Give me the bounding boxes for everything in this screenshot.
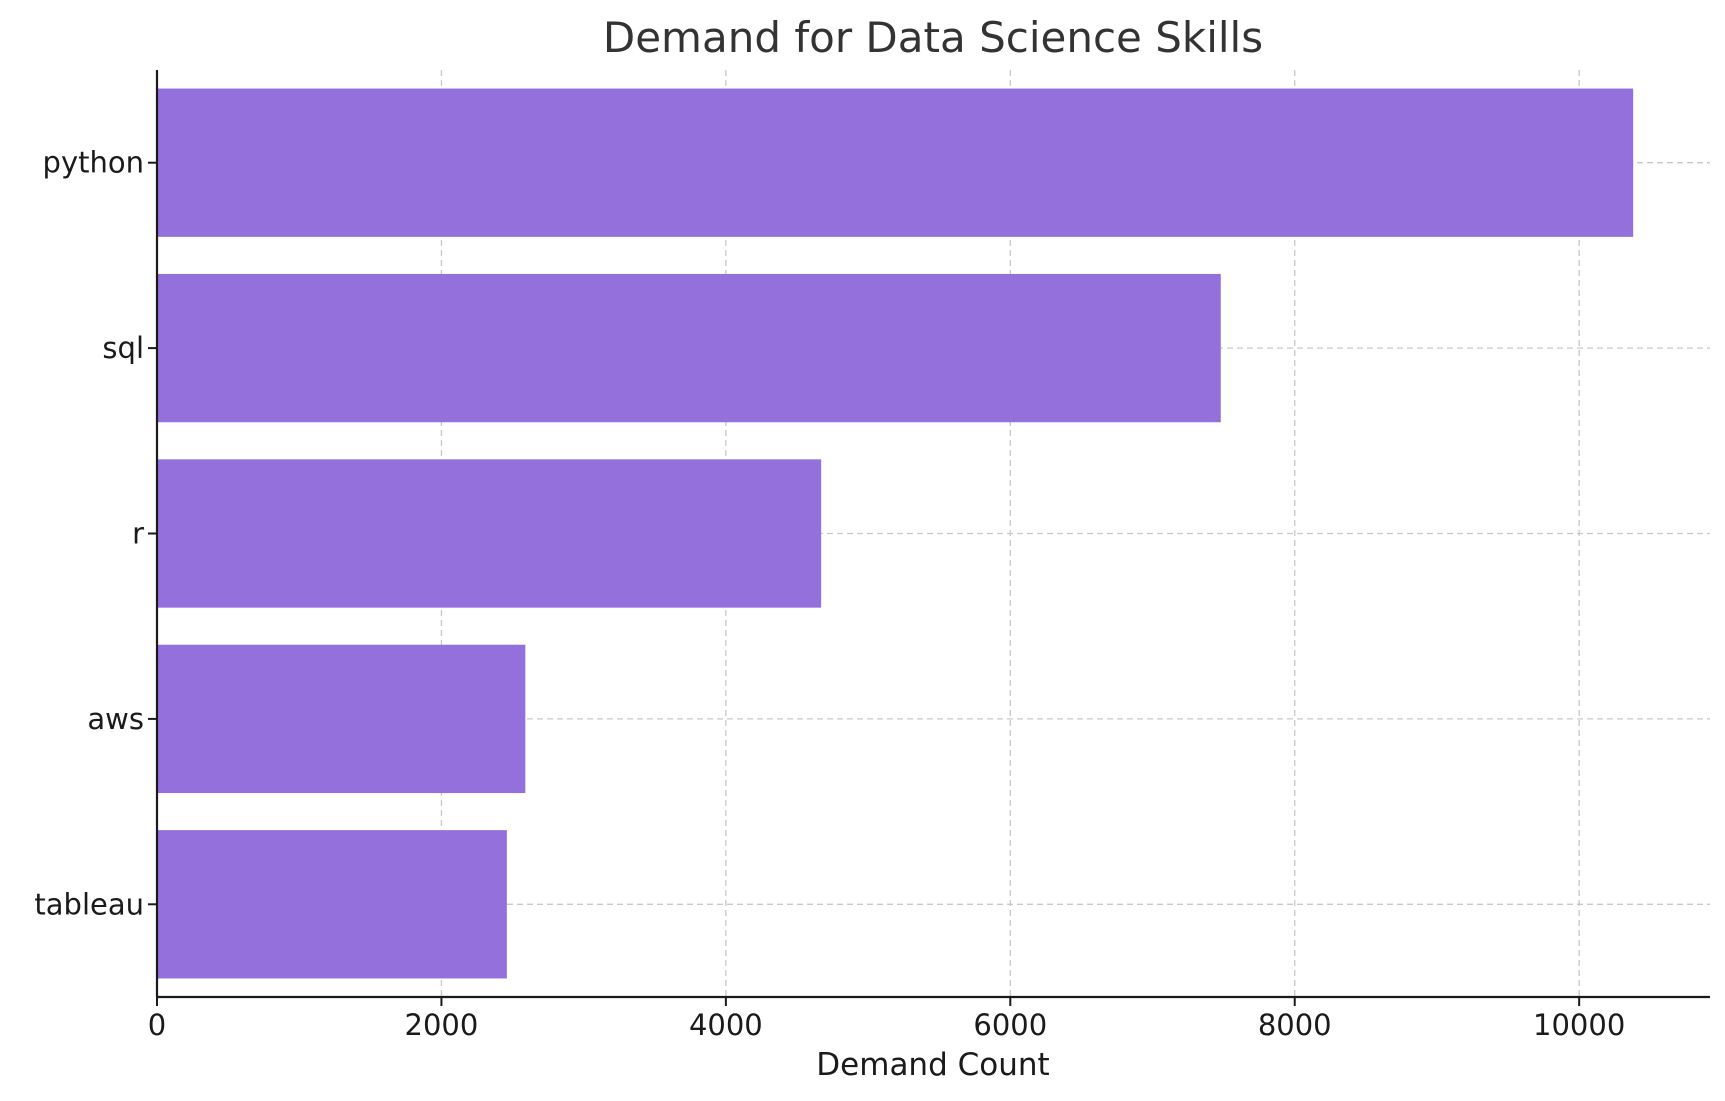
x-tick-label: 6000 [973, 1008, 1047, 1042]
chart-title: Demand for Data Science Skills [603, 13, 1263, 62]
y-tick-label-sql: sql [102, 331, 144, 365]
y-tick-label-r: r [132, 517, 144, 551]
y-tick-label-python: python [43, 146, 144, 180]
x-tick-label: 4000 [689, 1008, 763, 1042]
bar-tableau [157, 830, 507, 979]
bar-python [157, 88, 1634, 237]
x-tick-label: 10000 [1533, 1008, 1625, 1042]
y-tick-label-tableau: tableau [34, 887, 144, 921]
axes [148, 70, 1710, 1006]
x-axis-label: Demand Count [816, 1047, 1049, 1083]
x-tick-label: 8000 [1258, 1008, 1332, 1042]
bars [157, 88, 1634, 979]
bar-aws [157, 644, 526, 794]
x-tick-label: 0 [148, 1008, 166, 1042]
y-tick-label-aws: aws [87, 702, 144, 736]
y-tick-labels: python sql r aws tableau [34, 146, 144, 922]
x-tick-label: 2000 [405, 1008, 479, 1042]
bar-r [157, 459, 822, 608]
x-tick-labels: 0 2000 4000 6000 8000 10000 [148, 1008, 1626, 1042]
bar-sql [157, 273, 1221, 423]
